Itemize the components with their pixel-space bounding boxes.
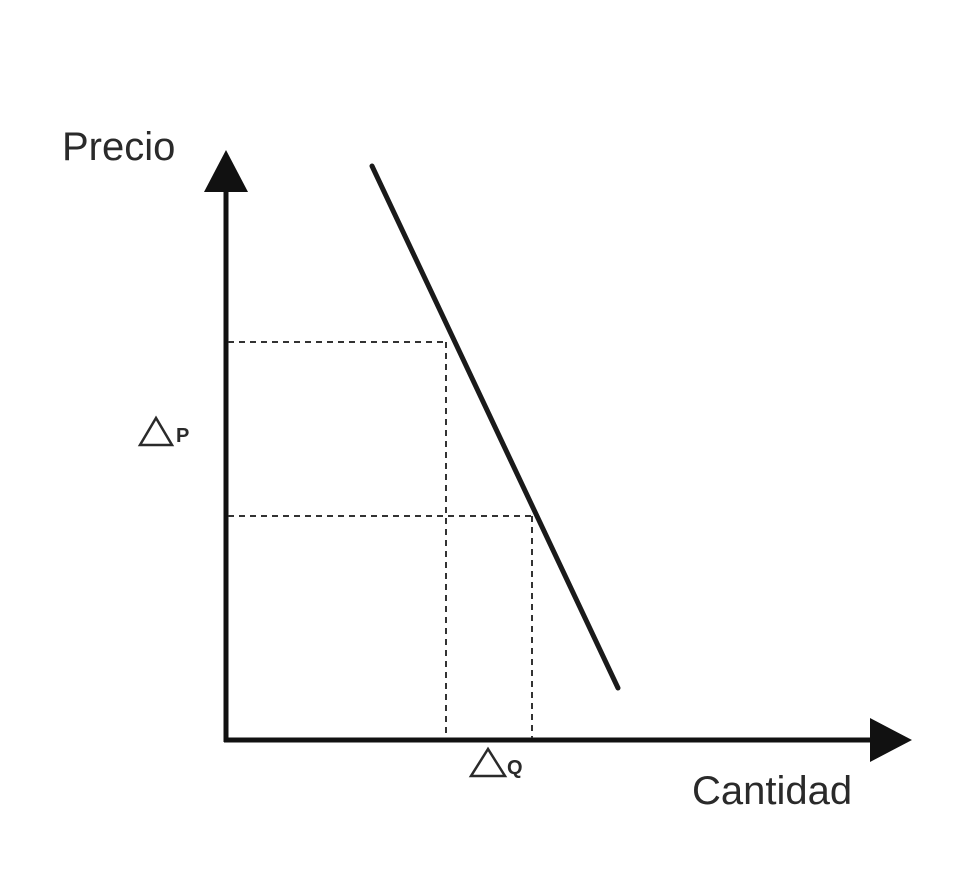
delta-q-label: Q: [468, 746, 523, 779]
delta-p-triangle-icon: [137, 415, 175, 447]
delta-p-letter: P: [176, 425, 189, 447]
delta-p-label: P: [137, 415, 189, 447]
demand-line: [369, 163, 621, 691]
delta-q-letter: Q: [507, 757, 523, 779]
delta-q-triangle-icon: [468, 746, 508, 778]
y-axis-arrowhead: [204, 150, 248, 192]
x-axis-arrowhead: [870, 718, 912, 762]
x-axis-label: Cantidad: [692, 769, 852, 813]
y-axis-label: Precio: [62, 125, 175, 169]
